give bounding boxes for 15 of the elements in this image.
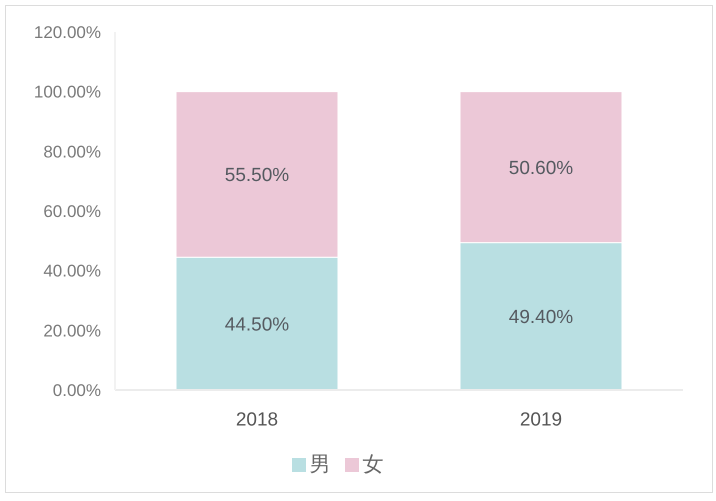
legend-label: 女 bbox=[362, 453, 384, 476]
data-label: 50.60% bbox=[508, 158, 574, 179]
x-tick-label: 2018 bbox=[236, 409, 278, 430]
y-tick-label: 80.00% bbox=[43, 142, 101, 162]
y-tick-label: 20.00% bbox=[43, 321, 101, 340]
data-label: 44.50% bbox=[224, 314, 290, 336]
x-tick-label: 2019 bbox=[520, 409, 562, 430]
data-label: 55.50% bbox=[224, 165, 290, 186]
y-tick-label: 40.00% bbox=[43, 262, 101, 281]
y-tick-label: 60.00% bbox=[43, 202, 101, 222]
y-tick-label: 100.00% bbox=[34, 82, 101, 102]
y-tick-label: 120.00% bbox=[34, 23, 101, 42]
y-tick-label: 0.00% bbox=[52, 381, 101, 400]
legend-label: 男 bbox=[310, 453, 330, 476]
data-label: 49.40% bbox=[508, 307, 574, 328]
